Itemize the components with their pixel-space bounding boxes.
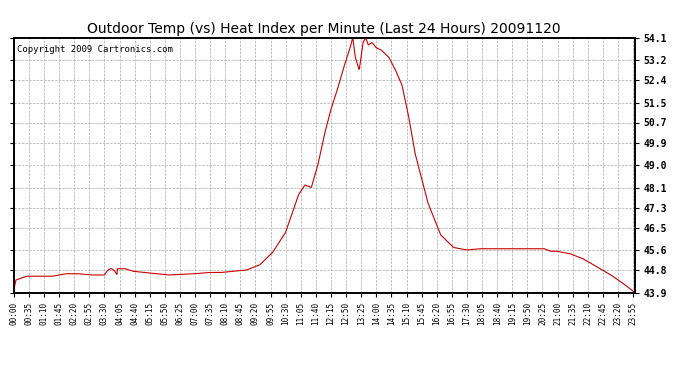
Text: Copyright 2009 Cartronics.com: Copyright 2009 Cartronics.com <box>17 45 172 54</box>
Title: Outdoor Temp (vs) Heat Index per Minute (Last 24 Hours) 20091120: Outdoor Temp (vs) Heat Index per Minute … <box>88 22 561 36</box>
